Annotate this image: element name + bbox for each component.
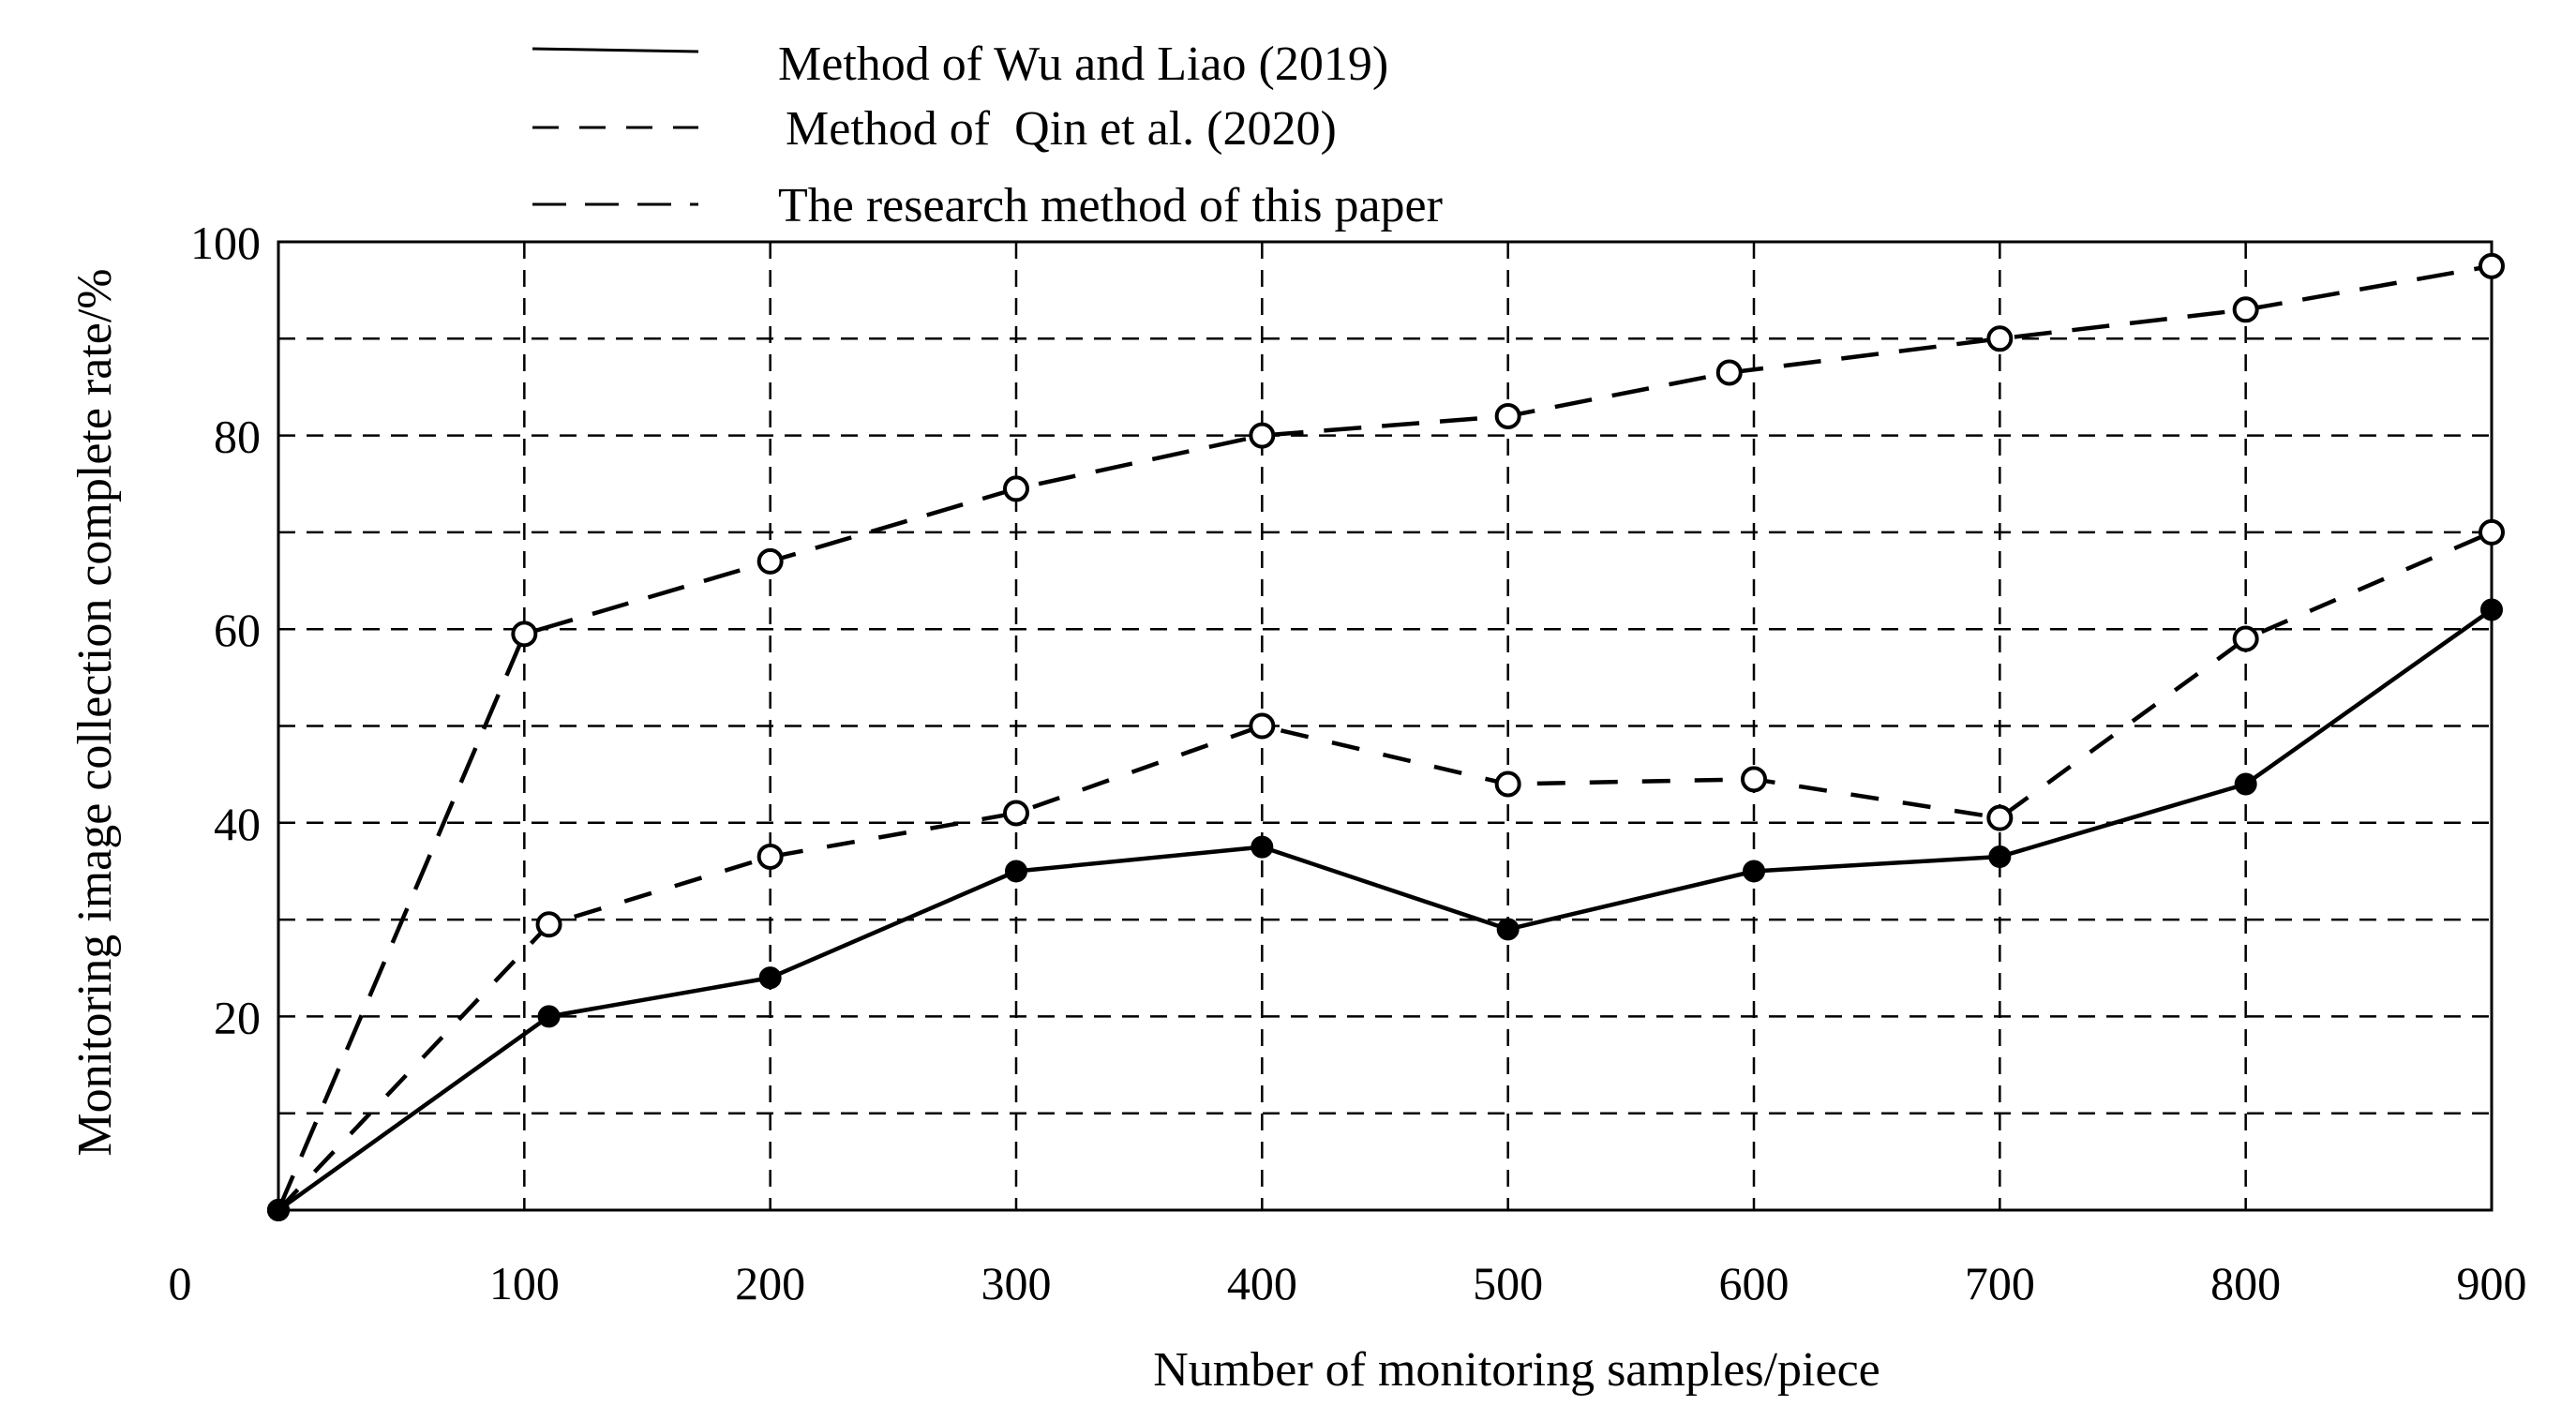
data-point-qin (2479, 518, 2505, 546)
legend-line-wu-liao (532, 47, 699, 53)
legend-label-qin: Method of Qin et al. (2020) (786, 102, 1337, 156)
series-wu-liao (267, 598, 2503, 1221)
y-axis-title: Monitoring image collection complete rat… (68, 268, 122, 1156)
y-tick-label: 20 (214, 991, 261, 1043)
series-this-paper (267, 252, 2505, 1221)
x-tick-label: 300 (981, 1257, 1052, 1309)
data-point-this-paper (2232, 296, 2259, 323)
data-point-wu-liao (1743, 860, 1765, 883)
data-point-this-paper (511, 621, 538, 648)
data-point-qin (535, 911, 562, 938)
legend: Method of Wu and Liao (2019) Method of Q… (532, 37, 1443, 232)
x-tick-label: 700 (1965, 1257, 2035, 1309)
x-tick-label: 200 (735, 1257, 805, 1309)
data-point-wu-liao (2234, 772, 2257, 796)
series-line-qin (277, 530, 2493, 1212)
x-tick-label: 0 (169, 1257, 192, 1309)
data-point-wu-liao (2480, 598, 2503, 621)
x-tick-label: 100 (489, 1257, 560, 1309)
plot-frame (277, 240, 2494, 1212)
x-tick-label: 800 (2210, 1257, 2281, 1309)
data-point-this-paper (1249, 422, 1276, 449)
data-point-wu-liao (537, 1005, 561, 1028)
data-point-wu-liao (267, 1199, 290, 1221)
data-point-this-paper (1003, 475, 1029, 502)
y-tick-label: 80 (214, 411, 261, 463)
data-point-qin (2232, 625, 2259, 652)
data-point-wu-liao (1988, 845, 2012, 868)
data-point-qin (1494, 770, 1521, 798)
data-point-qin (1249, 712, 1276, 740)
series-layer (267, 252, 2505, 1221)
data-point-this-paper (1715, 359, 1743, 386)
x-tick-labels: 0 100 200 300 400 500 600 700 800 900 (169, 1257, 2527, 1309)
y-tick-label: 40 (214, 798, 261, 850)
grid (278, 242, 2492, 1210)
data-point-qin (756, 843, 784, 870)
x-tick-label: 500 (1473, 1257, 1543, 1309)
y-tick-label: 100 (190, 217, 261, 269)
series-qin (267, 518, 2505, 1221)
y-tick-labels: 20 40 60 80 100 (190, 217, 261, 1043)
series-line-wu-liao (277, 607, 2494, 1212)
data-point-wu-liao (1251, 835, 1274, 859)
data-point-this-paper (1494, 402, 1521, 429)
x-axis-title: Number of monitoring samples/piece (1153, 1343, 1880, 1397)
x-tick-label: 900 (2457, 1257, 2527, 1309)
data-point-wu-liao (1005, 860, 1027, 883)
data-point-this-paper (1986, 325, 2014, 352)
legend-label-this-paper: The research method of this paper (778, 179, 1443, 232)
x-tick-label: 400 (1227, 1257, 1297, 1309)
series-line-this-paper (276, 263, 2493, 1211)
data-point-qin (1003, 800, 1029, 827)
data-point-wu-liao (758, 966, 782, 990)
data-point-this-paper (2479, 252, 2505, 279)
y-tick-label: 60 (214, 604, 261, 656)
data-point-qin (1741, 766, 1767, 793)
legend-label-wu-liao: Method of Wu and Liao (2019) (778, 37, 1388, 91)
data-point-this-paper (756, 547, 784, 575)
data-point-wu-liao (1496, 918, 1520, 941)
x-tick-label: 600 (1719, 1257, 1790, 1309)
data-point-qin (1986, 804, 2014, 831)
